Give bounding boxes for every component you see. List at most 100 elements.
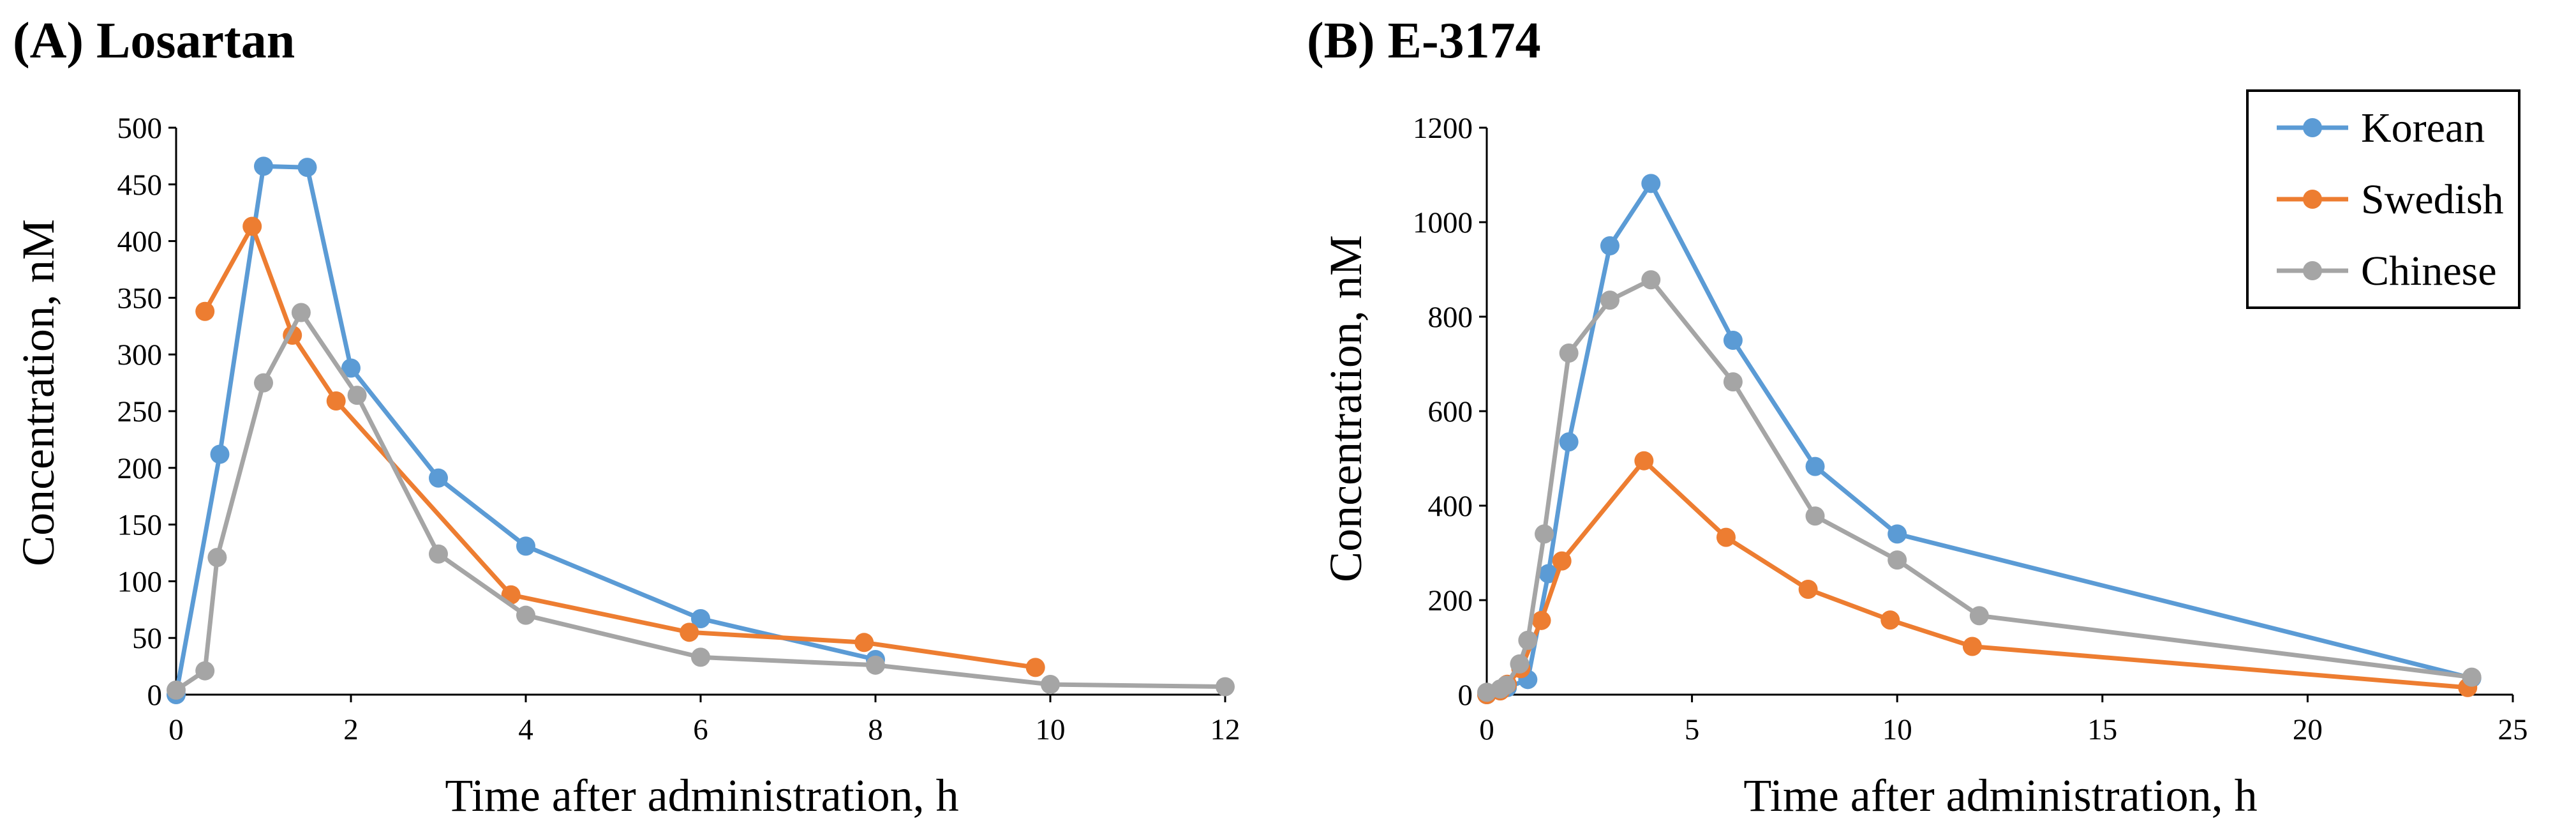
data-point-chinese (1805, 506, 1825, 526)
data-point-chinese (167, 680, 186, 700)
series-line-chinese (175, 310, 1226, 692)
y-axis-label-e3174: Concentration, nM (1320, 235, 1371, 582)
data-point-chinese (1535, 524, 1554, 544)
data-point-chinese (866, 655, 885, 675)
y-tick-label: 400 (117, 225, 163, 259)
data-point-chinese (2462, 667, 2482, 687)
y-tick-label: 0 (147, 679, 163, 712)
data-point-chinese (1041, 675, 1060, 695)
y-tick-label: 0 (1458, 679, 1473, 712)
data-point-swedish (326, 391, 346, 411)
panel-title-losartan: (A) Losartan (13, 13, 295, 69)
legend-label-swedish: Swedish (2361, 176, 2504, 223)
data-point-korean (1559, 432, 1579, 452)
data-point-swedish (1880, 610, 1900, 630)
data-point-swedish (1798, 579, 1818, 599)
x-tick-label: 4 (518, 713, 533, 746)
panel-losartan: (A) Losartan 050100150200250300350400450… (13, 13, 1240, 821)
y-tick-label: 150 (117, 509, 163, 542)
y-tick-label: 50 (132, 622, 162, 655)
data-point-chinese (516, 605, 535, 625)
data-point-korean (297, 158, 317, 177)
data-point-chinese (429, 544, 448, 564)
tick-group-e3174: 0 200 400 600 800 1000 1200 0 5 10 15 20 25 (1413, 112, 2528, 746)
data-point-chinese (1496, 675, 1516, 695)
y-tick-label: 100 (117, 565, 163, 598)
y-tick-label: 350 (117, 282, 163, 315)
data-point-korean (516, 536, 535, 556)
data-point-swedish (242, 216, 262, 236)
data-point-chinese (1641, 270, 1661, 290)
x-tick-label: 15 (2087, 713, 2117, 746)
y-tick-label: 1200 (1413, 112, 1473, 145)
data-point-swedish (195, 301, 215, 321)
data-point-chinese (207, 548, 227, 568)
data-point-swedish (1531, 610, 1551, 630)
data-point-swedish (1634, 451, 1654, 471)
x-tick-label: 10 (1882, 713, 1912, 746)
x-tick-label: 5 (1685, 713, 1700, 746)
data-point-chinese (1559, 343, 1579, 363)
legend-marker-chinese (2303, 261, 2322, 280)
data-point-korean (1641, 174, 1661, 193)
data-point-chinese (1887, 550, 1907, 570)
x-tick-label: 0 (168, 713, 184, 746)
data-point-chinese (347, 386, 367, 405)
data-point-chinese (1510, 654, 1530, 674)
y-tick-label: 600 (1428, 395, 1473, 428)
y-tick-label: 300 (117, 338, 163, 372)
x-axis-label-losartan: Time after administration, h (445, 770, 958, 821)
y-axis-label-losartan: Concentration, nM (13, 219, 64, 566)
panel-e3174: (B) E-3174 0 200 400 600 800 1000 1200 0 5 10 15 20… (1307, 13, 2528, 821)
series-line-chinese (1486, 277, 2473, 695)
y-tick-label: 400 (1428, 490, 1473, 523)
data-point-korean (1538, 564, 1558, 584)
y-tick-label: 800 (1428, 301, 1473, 334)
data-point-chinese (1969, 606, 1989, 626)
legend-marker-swedish (2303, 190, 2322, 209)
x-tick-label: 25 (2498, 713, 2528, 746)
x-tick-label: 0 (1479, 713, 1494, 746)
data-point-swedish (854, 633, 874, 653)
legend-marker-korean (2303, 118, 2322, 137)
y-tick-label: 500 (117, 112, 163, 145)
y-tick-label: 1000 (1413, 206, 1473, 239)
legend-items: Korean Swedish Chinese (2277, 105, 2504, 294)
x-tick-label: 6 (693, 713, 708, 746)
data-point-korean (341, 358, 361, 378)
x-axis-label-e3174: Time after administration, h (1743, 770, 2257, 821)
series-group-e3174 (1477, 174, 2482, 704)
data-point-chinese (691, 647, 710, 667)
data-point-chinese (254, 373, 273, 393)
x-tick-label: 2 (343, 713, 359, 746)
data-point-korean (1887, 524, 1907, 544)
legend: Korean Swedish Chinese (2246, 89, 2520, 309)
data-point-swedish (1962, 637, 1982, 656)
data-point-korean (1600, 236, 1619, 255)
data-point-swedish (1716, 527, 1736, 547)
data-point-chinese (1723, 372, 1743, 392)
y-tick-label: 250 (117, 395, 163, 428)
legend-label-chinese: Chinese (2361, 248, 2497, 294)
legend-label-korean: Korean (2361, 105, 2485, 151)
x-tick-label: 20 (2293, 713, 2323, 746)
data-point-korean (429, 468, 448, 488)
data-point-chinese (1518, 630, 1538, 650)
data-point-chinese (195, 661, 215, 681)
series-group-losartan (167, 156, 1235, 704)
data-point-korean (254, 156, 273, 176)
data-point-swedish (1025, 658, 1045, 677)
data-point-korean (691, 609, 710, 629)
x-tick-label: 12 (1210, 713, 1240, 746)
data-point-swedish (680, 622, 699, 642)
data-point-swedish (1552, 551, 1572, 571)
data-point-korean (1723, 331, 1743, 350)
data-point-chinese (291, 303, 311, 322)
tick-group-losartan: 0 50 100 150 200 250 300 350 400 450 500 0 2 4 6 8 10 12 (117, 112, 1240, 746)
data-point-korean (1805, 456, 1825, 476)
data-point-chinese (1600, 290, 1619, 310)
x-tick-label: 10 (1036, 713, 1066, 746)
data-point-korean (210, 444, 230, 464)
y-tick-label: 450 (117, 169, 163, 202)
